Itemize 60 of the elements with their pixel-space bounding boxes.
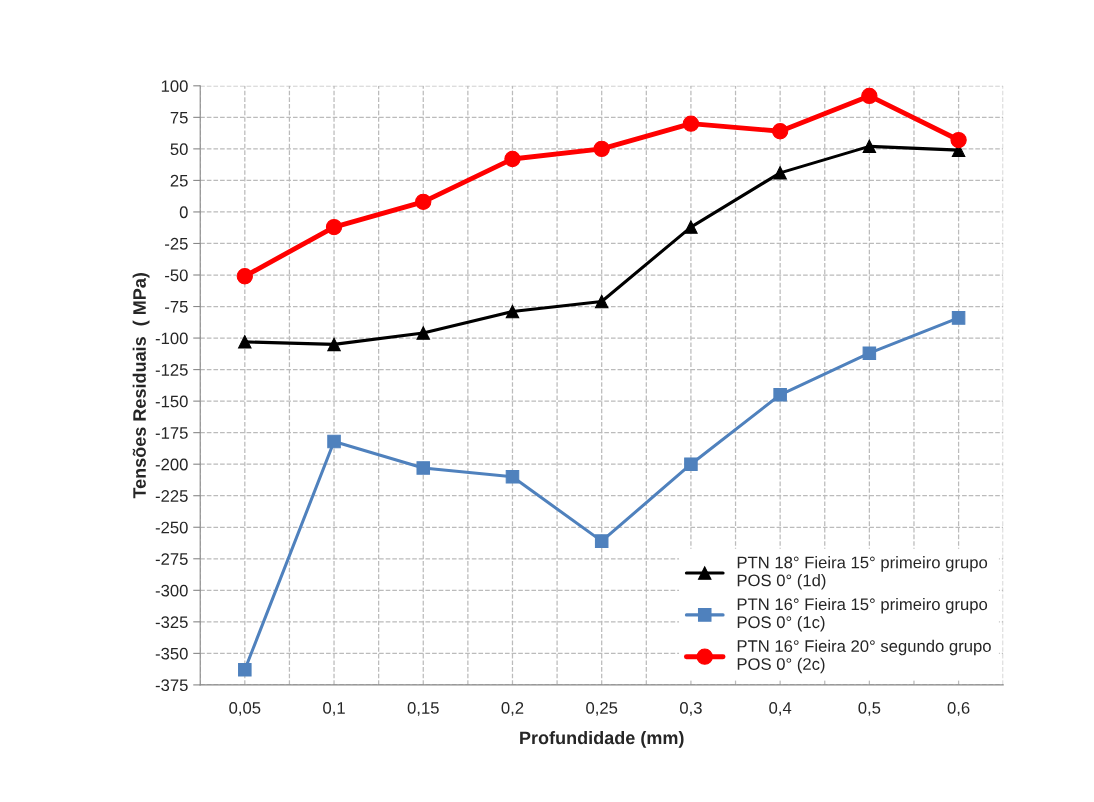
y-tick-label: -300 <box>155 584 188 597</box>
legend-label: PTN 18° Fieira 15° primeiro grupo POS 0° (1d) <box>737 556 988 590</box>
point <box>238 663 252 677</box>
y-tick-label: 100 <box>161 80 188 93</box>
y-tick-label: 50 <box>170 143 188 156</box>
x-tick-label: 0,05 <box>229 702 261 716</box>
x-tick-label: 0,6 <box>947 702 970 716</box>
y-tick-label: -375 <box>155 679 188 692</box>
point <box>684 457 698 471</box>
y-tick-label: -275 <box>155 553 188 565</box>
x-axis-title: Profundidade (mm) <box>520 731 684 748</box>
y-tick-label: -100 <box>155 332 188 345</box>
point <box>950 131 967 149</box>
y-axis-title: Tensões Residuais ( MPa) <box>132 273 150 499</box>
point <box>504 150 521 168</box>
y-tick-label: -250 <box>155 521 188 534</box>
y-tick-label: 25 <box>170 174 188 187</box>
legend-label: PTN 16° Fieira 20° segundo grupo POS 0° (2c) <box>737 639 991 674</box>
point <box>505 470 520 484</box>
x-tick-label: 0,25 <box>586 702 618 716</box>
y-tick-label: -325 <box>155 616 188 629</box>
y-tick-label: -175 <box>155 427 188 439</box>
point <box>682 115 700 132</box>
x-tick-label: 0,5 <box>858 702 881 716</box>
point <box>327 337 341 352</box>
point <box>684 220 698 234</box>
point <box>236 268 253 285</box>
y-tick-label: -150 <box>155 395 188 408</box>
point <box>773 388 787 402</box>
point <box>505 304 520 319</box>
point <box>594 534 609 548</box>
y-tick-label: -25 <box>165 237 188 250</box>
x-tick-label: 0,2 <box>501 702 524 716</box>
y-tick-label: -75 <box>165 301 188 313</box>
y-tick-label: -225 <box>155 490 188 502</box>
legend-label: PTN 16° Fieira 15° primeiro grupo POS 0° (1c) <box>737 597 988 632</box>
y-tick-label: -350 <box>155 647 188 660</box>
y-tick-label: 75 <box>170 111 188 124</box>
point <box>416 326 431 340</box>
point <box>238 335 252 349</box>
y-tick-label: -50 <box>165 269 188 282</box>
point <box>325 218 343 236</box>
point <box>862 139 877 154</box>
y-tick-label: -200 <box>155 458 188 471</box>
x-tick-label: 0,15 <box>407 702 439 716</box>
y-tick-label: -125 <box>155 364 188 376</box>
point <box>951 311 966 325</box>
point <box>416 461 431 475</box>
point <box>593 140 610 158</box>
x-tick-label: 0,4 <box>769 702 792 716</box>
y-tick-label: 0 <box>179 206 188 219</box>
point <box>862 346 877 360</box>
point <box>861 87 878 105</box>
x-tick-label: 0,3 <box>679 702 702 716</box>
point <box>327 434 341 449</box>
point <box>594 294 609 309</box>
point <box>771 123 789 140</box>
x-tick-label: 0,1 <box>323 702 345 716</box>
point <box>773 166 787 180</box>
point <box>415 193 432 211</box>
